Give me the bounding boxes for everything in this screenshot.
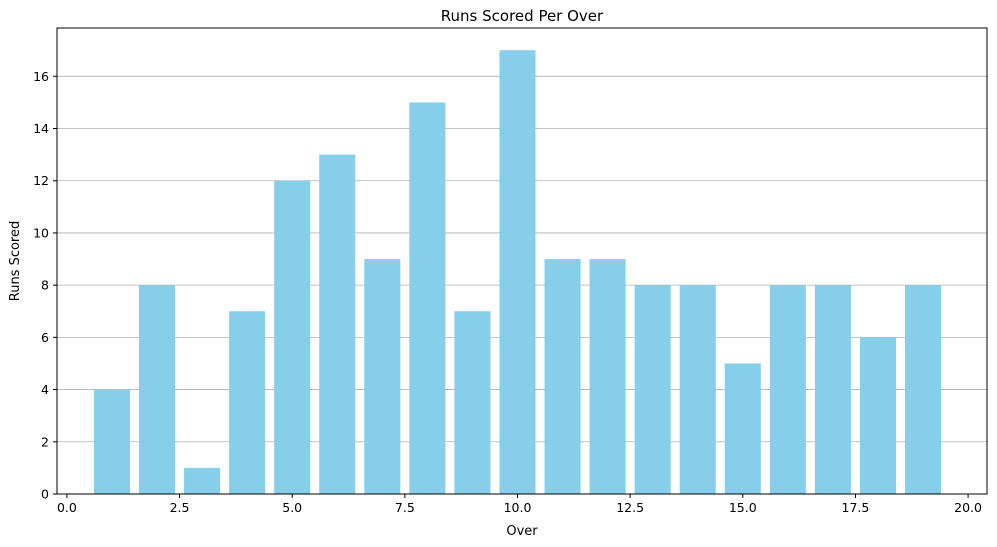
y-tick-label-1: 2 xyxy=(41,434,49,449)
y-axis-ticks: 0 2 4 6 8 10 12 14 16 xyxy=(33,69,57,502)
y-tick-label-3: 6 xyxy=(41,330,49,345)
y-axis-label: Runs Scored xyxy=(8,221,23,302)
bar-over-4 xyxy=(229,311,266,494)
bar-over-5 xyxy=(274,180,311,494)
x-axis-ticks: 0.0 2.5 5.0 7.5 10.0 12.5 15.0 17.5 20.0 xyxy=(57,494,982,515)
bar-over-19 xyxy=(904,285,942,494)
bar-over-14 xyxy=(679,285,716,494)
bar-over-7 xyxy=(364,259,401,494)
x-tick-label-2: 5.0 xyxy=(282,500,302,515)
bar-over-9 xyxy=(454,311,491,494)
x-tick-label-1: 2.5 xyxy=(170,500,190,515)
chart-title: Runs Scored Per Over xyxy=(441,7,604,25)
x-tick-label-4: 10.0 xyxy=(504,500,532,515)
bar-over-6 xyxy=(319,154,356,494)
x-axis-label: Over xyxy=(506,524,538,539)
x-tick-label-8: 20.0 xyxy=(954,500,982,515)
bar-over-11 xyxy=(544,259,581,494)
y-tick-label-5: 10 xyxy=(33,225,49,240)
y-tick-label-4: 8 xyxy=(41,278,49,293)
bar-over-16 xyxy=(769,285,806,494)
x-tick-label-0: 0.0 xyxy=(57,500,77,515)
x-tick-label-5: 12.5 xyxy=(616,500,644,515)
y-tick-label-6: 12 xyxy=(33,173,49,188)
y-tick-label-8: 16 xyxy=(33,69,49,84)
bar-over-15 xyxy=(724,363,761,494)
bars xyxy=(93,50,942,495)
bar-over-12 xyxy=(589,259,626,494)
bar-over-3 xyxy=(184,467,221,494)
bar-over-2 xyxy=(139,285,176,494)
bar-over-8 xyxy=(409,102,446,495)
x-tick-label-7: 17.5 xyxy=(842,500,870,515)
bar-over-10 xyxy=(499,50,536,494)
x-tick-label-6: 15.0 xyxy=(729,500,757,515)
bar-over-18 xyxy=(859,337,896,494)
y-tick-label-2: 4 xyxy=(41,382,49,397)
bar-over-13 xyxy=(634,285,671,494)
x-tick-label-3: 7.5 xyxy=(395,500,415,515)
bar-over-1 xyxy=(93,389,130,494)
plot-frame xyxy=(56,27,988,495)
y-tick-label-7: 14 xyxy=(33,121,49,136)
bar-over-17 xyxy=(814,285,851,494)
y-tick-label-0: 0 xyxy=(41,487,49,502)
